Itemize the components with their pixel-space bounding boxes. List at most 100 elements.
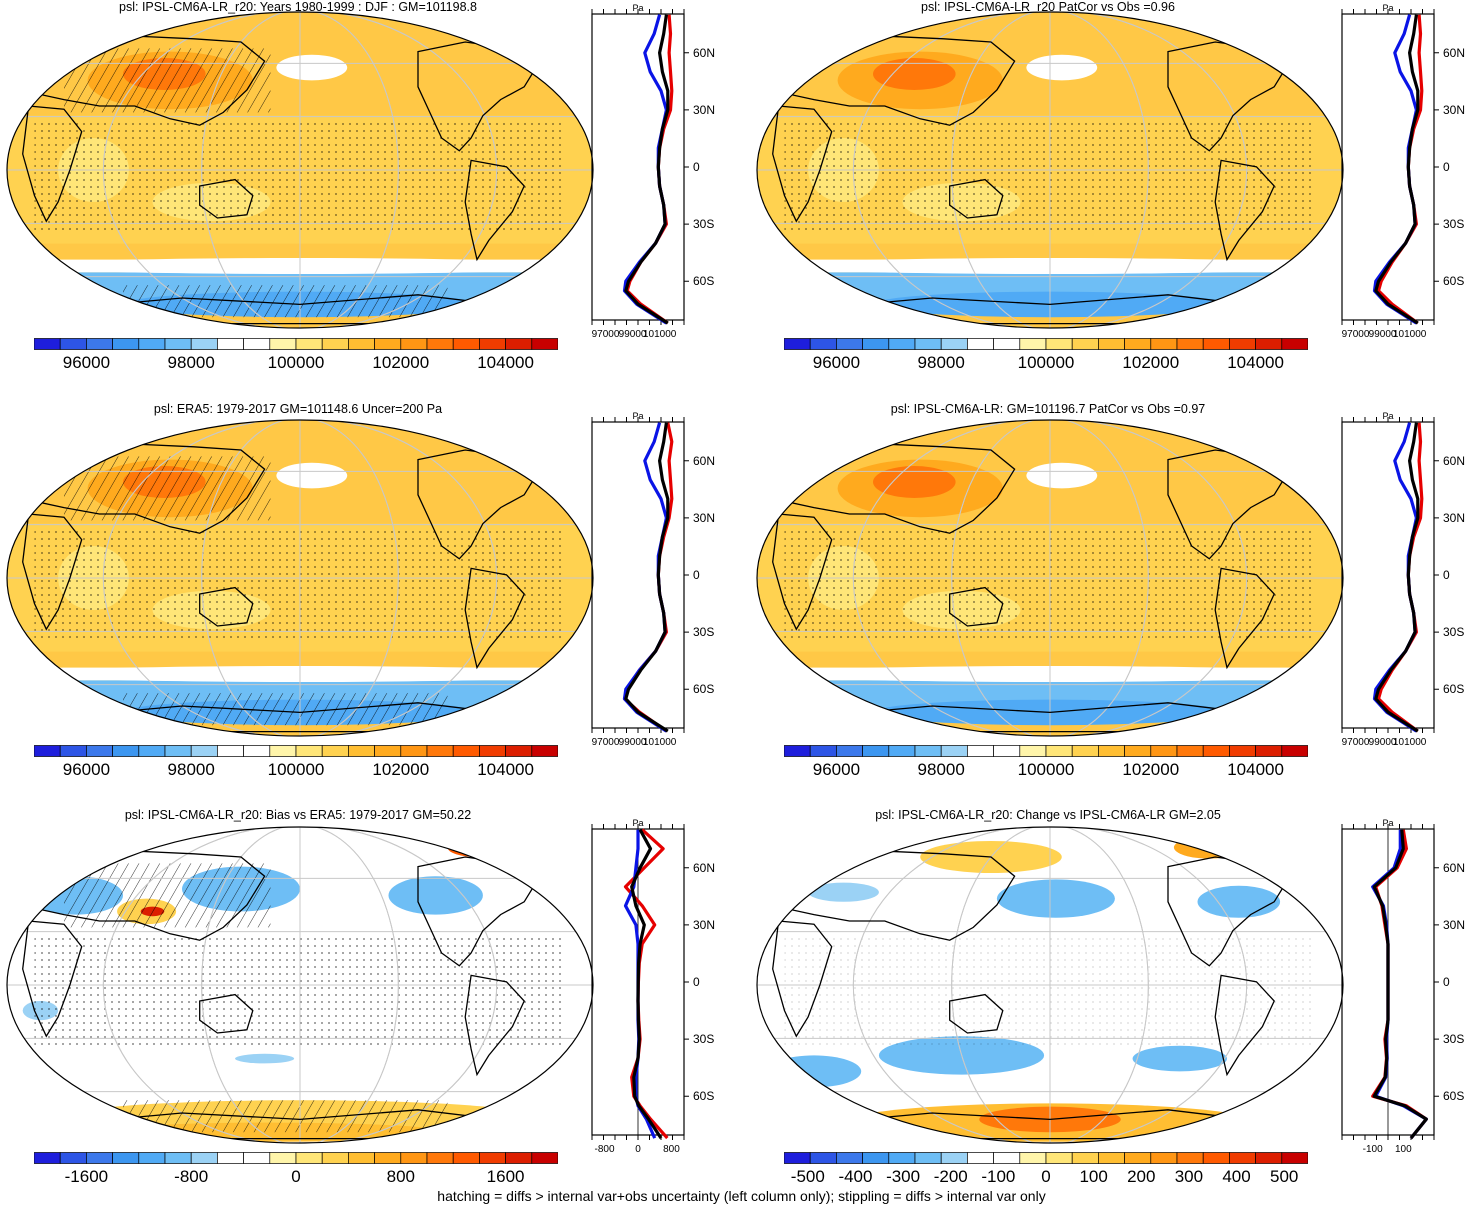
coastline bbox=[949, 586, 1004, 627]
field-contour bbox=[1280, 24, 1328, 41]
colorbar-swatch bbox=[1281, 745, 1308, 757]
world-map bbox=[756, 11, 1344, 329]
colorbar-swatch bbox=[1124, 338, 1152, 350]
colorbar-swatch bbox=[59, 745, 87, 757]
colorbar-swatch bbox=[59, 1152, 87, 1164]
colorbar-swatch bbox=[914, 745, 942, 757]
zonal-x-tick-label: 97000 bbox=[1342, 737, 1370, 748]
colorbar-swatch bbox=[505, 1152, 533, 1164]
coastline bbox=[464, 159, 525, 262]
colorbar-swatch bbox=[112, 745, 140, 757]
colorbar-labels: -1600 -800 0 800 1600 bbox=[34, 1167, 558, 1189]
zonal-x-tick-label: 101000 bbox=[643, 737, 677, 748]
zonal-lat-tick-label: 60S bbox=[1443, 274, 1464, 288]
colorbar-swatch bbox=[1150, 745, 1178, 757]
colorbar-swatch bbox=[374, 338, 402, 350]
coastline bbox=[22, 513, 83, 631]
zonal-lat-tick-label: 30N bbox=[1443, 918, 1465, 932]
field-contour bbox=[447, 837, 507, 857]
zonal-line-obs bbox=[623, 829, 657, 1139]
colorbar-swatch bbox=[452, 745, 480, 757]
map-title: psl: IPSL-CM6A-LR_r20: Bias vs ERA5: 197… bbox=[124, 808, 472, 822]
coastline bbox=[21, 849, 266, 941]
zonal-lat-tick-label: 60S bbox=[1443, 1089, 1464, 1103]
zonal-unit-label: Pa bbox=[1382, 3, 1393, 13]
colorbar-swatch bbox=[1255, 338, 1283, 350]
zonal-line-mean bbox=[630, 828, 663, 1139]
coastline bbox=[534, 840, 585, 871]
colorbar-tick-label: 96000 bbox=[812, 760, 861, 779]
zonal-lat-tick-label: 30S bbox=[1443, 625, 1464, 639]
colorbar-swatch bbox=[348, 338, 375, 350]
colorbar-swatch bbox=[531, 745, 558, 757]
colorbar-tick-label: 104000 bbox=[1227, 353, 1284, 372]
colorbar-swatch bbox=[1019, 1152, 1047, 1164]
colorbar-swatch bbox=[1229, 745, 1256, 757]
colorbar bbox=[784, 338, 1308, 350]
colorbar-swatch bbox=[34, 745, 61, 757]
zonal-lat-tick-label: 60N bbox=[1443, 454, 1465, 468]
colorbar-tick-label: -300 bbox=[886, 1167, 921, 1186]
colorbar-swatch bbox=[59, 338, 87, 350]
colorbar-swatch bbox=[1176, 1152, 1204, 1164]
zonal-lat-tick-label: 0 bbox=[1443, 568, 1450, 582]
zonal-line-model bbox=[625, 14, 674, 325]
field-contour bbox=[235, 1053, 295, 1064]
field-contour bbox=[530, 432, 578, 449]
zonal-lat-tick-label: 30S bbox=[693, 625, 714, 639]
colorbar-swatch bbox=[269, 338, 297, 350]
colorbar-swatch bbox=[1281, 1152, 1308, 1164]
zonal-x-tick-label: 100 bbox=[1395, 1144, 1412, 1155]
zonal-x-tick-label: 99000 bbox=[619, 329, 647, 340]
colorbar-swatch bbox=[1045, 338, 1073, 350]
colorbar-swatch bbox=[967, 338, 994, 350]
coastline bbox=[1284, 840, 1335, 871]
colorbar-swatch bbox=[243, 1152, 271, 1164]
coastline bbox=[21, 442, 266, 534]
zonal-x-tick-label: 97000 bbox=[592, 329, 620, 340]
colorbar-swatch bbox=[1202, 1152, 1230, 1164]
zonal-line-obs bbox=[1371, 829, 1428, 1140]
colorbar-swatch bbox=[809, 745, 837, 757]
zonal-lat-tick-label: 30N bbox=[693, 511, 715, 525]
colorbar-swatch bbox=[1202, 745, 1230, 757]
coastline bbox=[534, 25, 585, 56]
coastline bbox=[22, 105, 83, 223]
colorbar-swatch bbox=[888, 338, 916, 350]
colorbar-swatch bbox=[138, 745, 166, 757]
colorbar-swatch bbox=[86, 745, 113, 757]
colorbar-swatch bbox=[940, 745, 968, 757]
colorbar-swatch bbox=[190, 745, 218, 757]
zonal-lat-tick-label: 30N bbox=[693, 918, 715, 932]
field-contour bbox=[276, 462, 348, 489]
colorbar-swatch bbox=[914, 338, 942, 350]
colorbar-swatch bbox=[217, 338, 244, 350]
colorbar-swatch bbox=[1176, 745, 1204, 757]
colorbar-labels: 96000 98000 100000 102000 104000 bbox=[784, 353, 1308, 375]
colorbar-swatch bbox=[479, 745, 506, 757]
zonal-lat-tick-label: 60S bbox=[693, 1089, 714, 1103]
zonal-lat-tick-label: 0 bbox=[1443, 975, 1450, 989]
zonal-lat-tick-label: 60N bbox=[693, 46, 715, 60]
colorbar-tick-label: 300 bbox=[1174, 1167, 1204, 1186]
colorbar-swatch bbox=[1150, 1152, 1178, 1164]
colorbar-swatch bbox=[993, 338, 1021, 350]
coastline bbox=[772, 920, 833, 1038]
colorbar-swatch bbox=[426, 1152, 454, 1164]
zonal-x-tick-label: 97000 bbox=[592, 737, 620, 748]
colorbar-swatch bbox=[217, 1152, 244, 1164]
zonal-lat-tick-label: 30N bbox=[1443, 103, 1465, 117]
zonal-x-tick-label: 101000 bbox=[1393, 329, 1427, 340]
zonal-lat-tick-label: 0 bbox=[1443, 160, 1450, 174]
field-contour bbox=[766, 1055, 862, 1088]
zonal-line-mean bbox=[1374, 422, 1420, 733]
colorbar-swatch bbox=[836, 338, 863, 350]
field-contour bbox=[276, 54, 348, 81]
field-contour bbox=[1026, 54, 1098, 81]
colorbar-swatch bbox=[1071, 1152, 1099, 1164]
colorbar-swatch bbox=[479, 338, 506, 350]
colorbar-swatch bbox=[967, 745, 994, 757]
colorbar-swatch bbox=[993, 745, 1021, 757]
map-title: psl: IPSL-CM6A-LR_r20: Change vs IPSL-CM… bbox=[875, 808, 1221, 822]
